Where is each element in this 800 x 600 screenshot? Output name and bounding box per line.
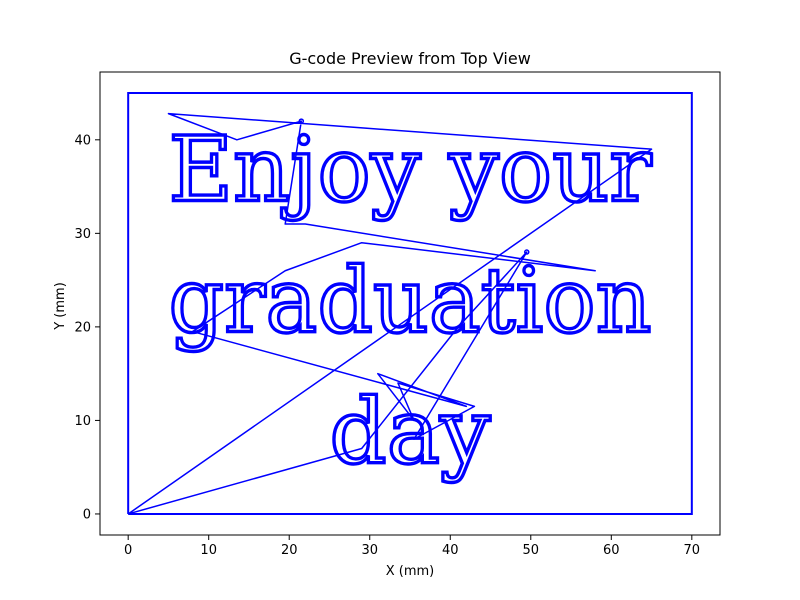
- pen-lift-marker: [524, 249, 530, 255]
- y-tick-label: 30: [74, 227, 91, 242]
- x-tick-label: 0: [124, 543, 132, 558]
- engraved-text-line: graduation: [168, 249, 651, 354]
- engraved-text-layer: Enjoy your graduation day: [167, 116, 654, 486]
- work-area-border: [127, 92, 693, 515]
- plot-area: [127, 92, 693, 515]
- y-tick-label: 40: [74, 133, 91, 148]
- pen-lift-marker: [298, 118, 305, 124]
- y-tick-label: 0: [83, 507, 91, 522]
- travel-path: [127, 112, 653, 515]
- engraved-text-line: day: [329, 380, 490, 485]
- axes-frame: [99, 71, 721, 536]
- x-tick-label: 10: [200, 543, 217, 558]
- x-tick-label: 20: [281, 543, 298, 558]
- chart-title: G-code Preview from Top View: [289, 49, 531, 68]
- x-tick-label: 70: [684, 543, 701, 558]
- x-axis-label: X (mm): [386, 564, 435, 579]
- y-axis-label: Y (mm): [53, 282, 68, 331]
- x-tick-label: 30: [361, 543, 378, 558]
- x-tick-label: 40: [442, 543, 459, 558]
- x-tick-label: 50: [523, 543, 540, 558]
- axes: 0 10 20 30 40 50 60 70 0 10 20 30 40: [74, 71, 721, 558]
- y-tick-label: 10: [74, 414, 91, 429]
- y-tick-label: 20: [74, 320, 91, 335]
- x-tick-label: 60: [603, 543, 620, 558]
- engraved-text-line: Enjoy your: [168, 118, 652, 223]
